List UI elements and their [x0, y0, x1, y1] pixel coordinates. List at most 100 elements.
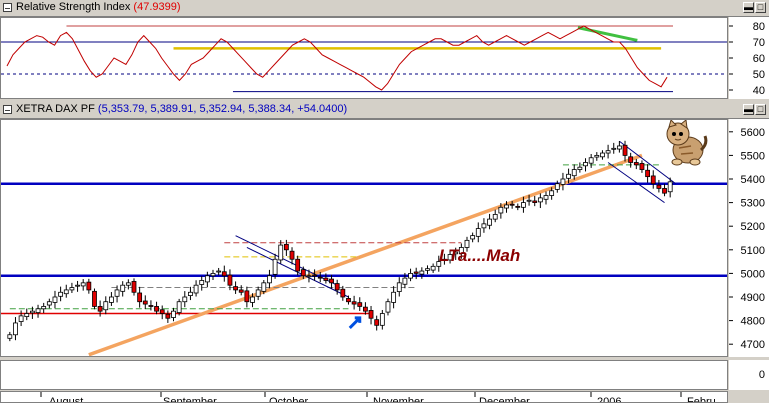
- candle-body: [204, 275, 210, 283]
- volume-panel: 0 August September October November December…: [0, 359, 769, 403]
- volume-plot-area[interactable]: [0, 360, 728, 390]
- volume-y-axis: 0: [729, 360, 769, 390]
- candle-body: [159, 309, 165, 314]
- rsi-titlebar[interactable]: Relative Strength Index (47.9399) ▬ □: [0, 0, 769, 17]
- rsi-title-label: Relative Strength Index: [16, 1, 131, 13]
- price-tick-label: 4800: [741, 316, 765, 328]
- candle-body: [543, 195, 549, 200]
- candle-body: [142, 300, 148, 305]
- candle-body: [24, 313, 30, 317]
- candle-body: [103, 301, 109, 311]
- candle-body: [312, 274, 318, 277]
- price-title: XETRA DAX PF (5,353.79, 5,389.91, 5,352.…: [16, 103, 347, 116]
- candle-body: [368, 310, 374, 319]
- candle-body: [97, 306, 103, 312]
- candle-body: [362, 306, 368, 312]
- window-menu-icon[interactable]: [3, 3, 12, 12]
- minimize-button[interactable]: ▬: [743, 104, 754, 115]
- candle-body: [458, 247, 464, 254]
- x-axis: August September October November December 20…: [0, 391, 728, 403]
- candle-body: [7, 334, 13, 339]
- candle-body: [86, 281, 92, 291]
- candle-body: [588, 157, 594, 164]
- candle-body: [492, 214, 498, 220]
- candle-body: [340, 288, 346, 298]
- candle-body: [278, 244, 284, 261]
- rsi-y-axis: 80 70 60 50 40: [729, 17, 769, 99]
- rsi-panel: Relative Strength Index (47.9399) ▬ □ 80…: [0, 0, 769, 101]
- candle-body: [549, 190, 555, 196]
- candle-body: [255, 289, 261, 297]
- x-tick-label: November: [373, 396, 424, 403]
- candle-body: [402, 277, 408, 285]
- price-tick-label: 5300: [741, 198, 765, 210]
- cat-mascot-icon: [661, 120, 709, 166]
- candle-body: [408, 272, 413, 279]
- candle-body: [430, 265, 436, 271]
- candle-body: [13, 322, 18, 336]
- candle-body: [656, 184, 662, 189]
- candle-body: [464, 239, 470, 248]
- candle-body: [193, 284, 199, 294]
- candle-body: [351, 301, 357, 305]
- price-tick-label: 5100: [741, 245, 765, 257]
- price-ohlc: (5,353.79, 5,389.91, 5,352.94, 5,388.34,…: [97, 103, 348, 115]
- candle-body: [210, 272, 216, 277]
- rsi-plot-area[interactable]: [0, 17, 728, 99]
- candle-body: [317, 276, 323, 279]
- candle-body: [29, 310, 35, 314]
- price-chart: [1, 140, 727, 356]
- channel-line: [619, 140, 677, 185]
- maximize-button[interactable]: □: [755, 104, 766, 115]
- candle-body: [131, 281, 137, 293]
- candle-body: [509, 203, 515, 206]
- candle-body: [470, 235, 476, 240]
- candle-body: [633, 162, 639, 166]
- price-titlebar[interactable]: XETRA DAX PF (5,353.79, 5,389.91, 5,352.…: [0, 102, 769, 119]
- candle-body: [244, 290, 250, 303]
- candle-body: [650, 175, 656, 185]
- candle-body: [577, 166, 583, 170]
- candle-body: [250, 296, 255, 303]
- candle-body: [92, 290, 97, 307]
- x-tick-label: Febru: [687, 396, 716, 403]
- price-title-label: XETRA DAX PF: [16, 103, 95, 115]
- candle-body: [182, 296, 188, 303]
- candle-body: [109, 296, 114, 303]
- price-plot-area[interactable]: LTa....Mah: [0, 119, 728, 357]
- candle-body: [171, 310, 176, 318]
- candle-body: [58, 291, 64, 297]
- candle-body: [329, 278, 334, 284]
- candle-body: [295, 258, 301, 272]
- candle-body: [80, 282, 86, 287]
- window-menu-icon[interactable]: [3, 105, 12, 114]
- candle-body: [521, 202, 526, 208]
- candle-body: [125, 282, 131, 286]
- long-term-trend-line: [88, 153, 643, 356]
- chart-annotation: LTa....Mah: [439, 246, 521, 265]
- candle-body: [148, 305, 154, 307]
- candle-body: [221, 271, 227, 277]
- rsi-tick-label: 70: [753, 37, 765, 49]
- candle-body: [267, 275, 272, 284]
- candle-body: [532, 200, 538, 203]
- candle-body: [46, 301, 52, 306]
- candle-body: [628, 156, 634, 163]
- candle-body: [475, 228, 481, 237]
- candle-body: [216, 270, 222, 273]
- candle-body: [611, 147, 617, 150]
- candle-body: [583, 162, 588, 167]
- candle-body: [374, 319, 380, 326]
- candle-body: [289, 250, 295, 260]
- candle-body: [233, 286, 238, 291]
- price-tick-label: 4900: [741, 292, 765, 304]
- minimize-button[interactable]: ▬: [743, 2, 754, 13]
- candle-body: [504, 204, 509, 209]
- candle-body: [639, 163, 645, 170]
- candle-body: [323, 277, 329, 281]
- x-tick-label: October: [269, 396, 308, 403]
- maximize-button[interactable]: □: [755, 2, 766, 13]
- candle-body: [154, 306, 159, 312]
- candle-body: [346, 298, 351, 303]
- x-tick-label: December: [479, 396, 530, 403]
